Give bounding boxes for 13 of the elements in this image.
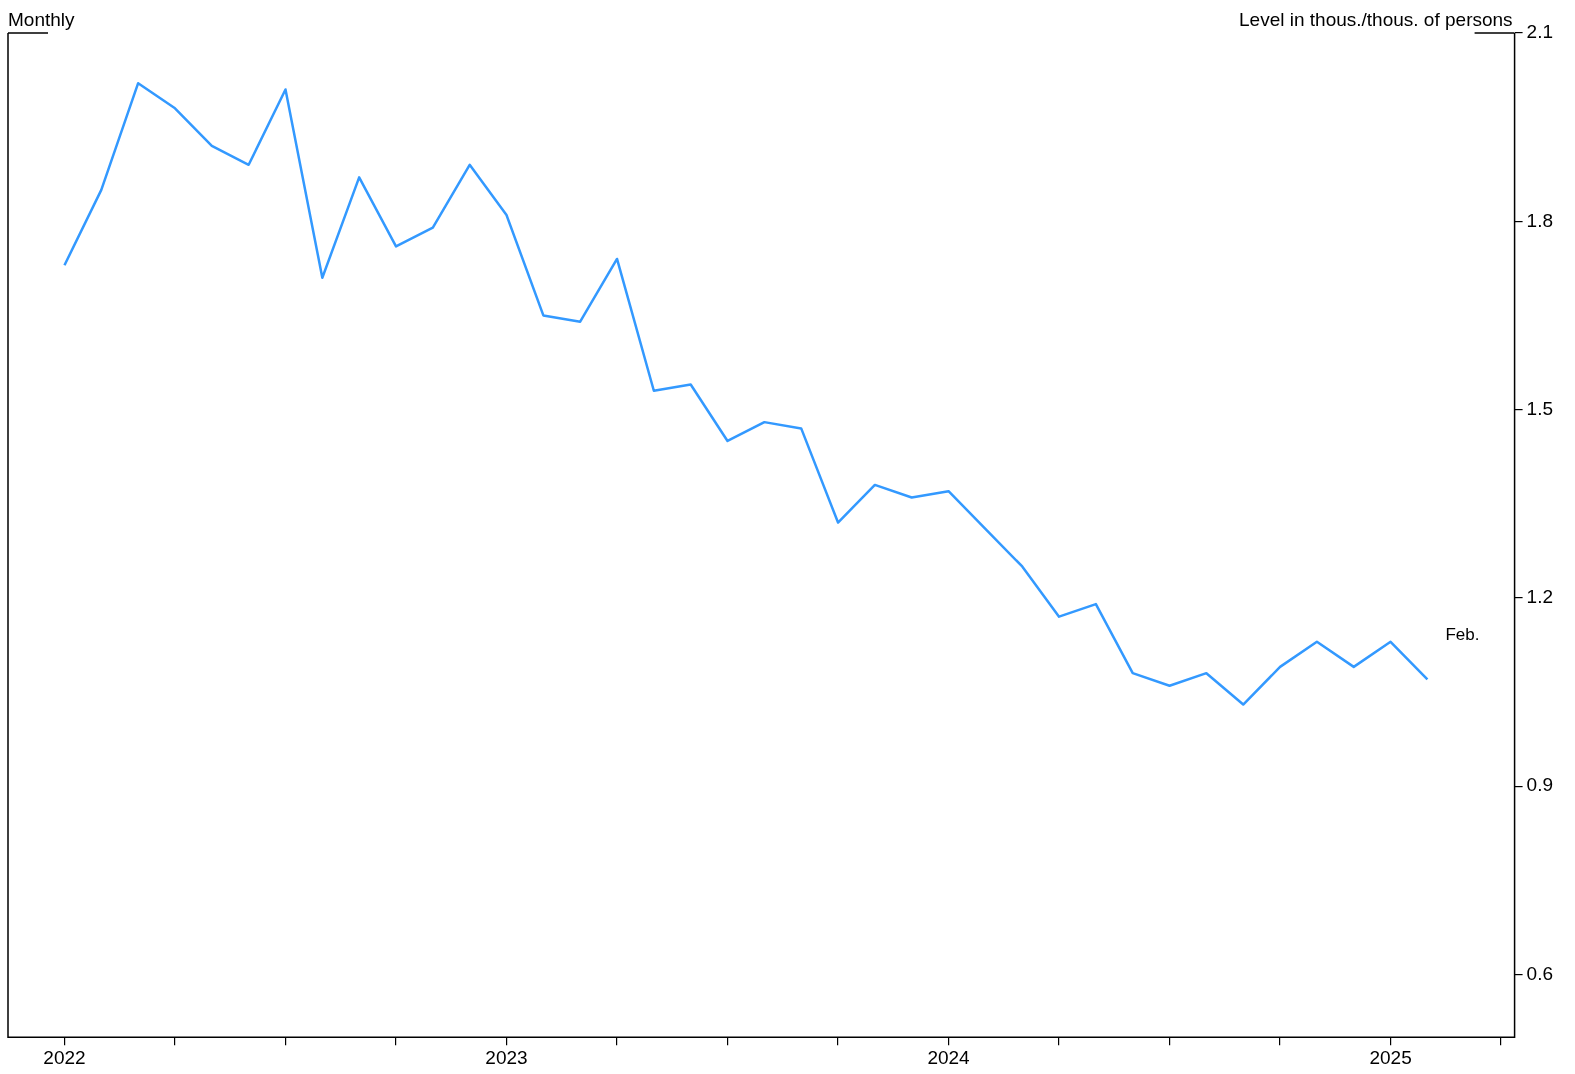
x-tick-label: 2025	[1369, 1046, 1412, 1068]
y-tick-label: 1.8	[1526, 209, 1554, 231]
x-tick-label: 2024	[927, 1046, 971, 1068]
y-tick-label: 0.6	[1526, 962, 1554, 984]
y-tick-label: 2.1	[1526, 21, 1554, 43]
y-tick-label: 0.9	[1526, 774, 1554, 796]
y-tick-label: 1.2	[1526, 586, 1554, 608]
y-axis-title: Level in thous./thous. of persons	[1239, 8, 1513, 30]
chart-title: Monthly	[8, 8, 76, 30]
annotation: Feb.	[1445, 624, 1480, 644]
y-tick-label: 1.5	[1526, 397, 1554, 419]
x-tick-label: 2022	[43, 1046, 86, 1068]
x-tick-label: 2023	[485, 1046, 528, 1068]
